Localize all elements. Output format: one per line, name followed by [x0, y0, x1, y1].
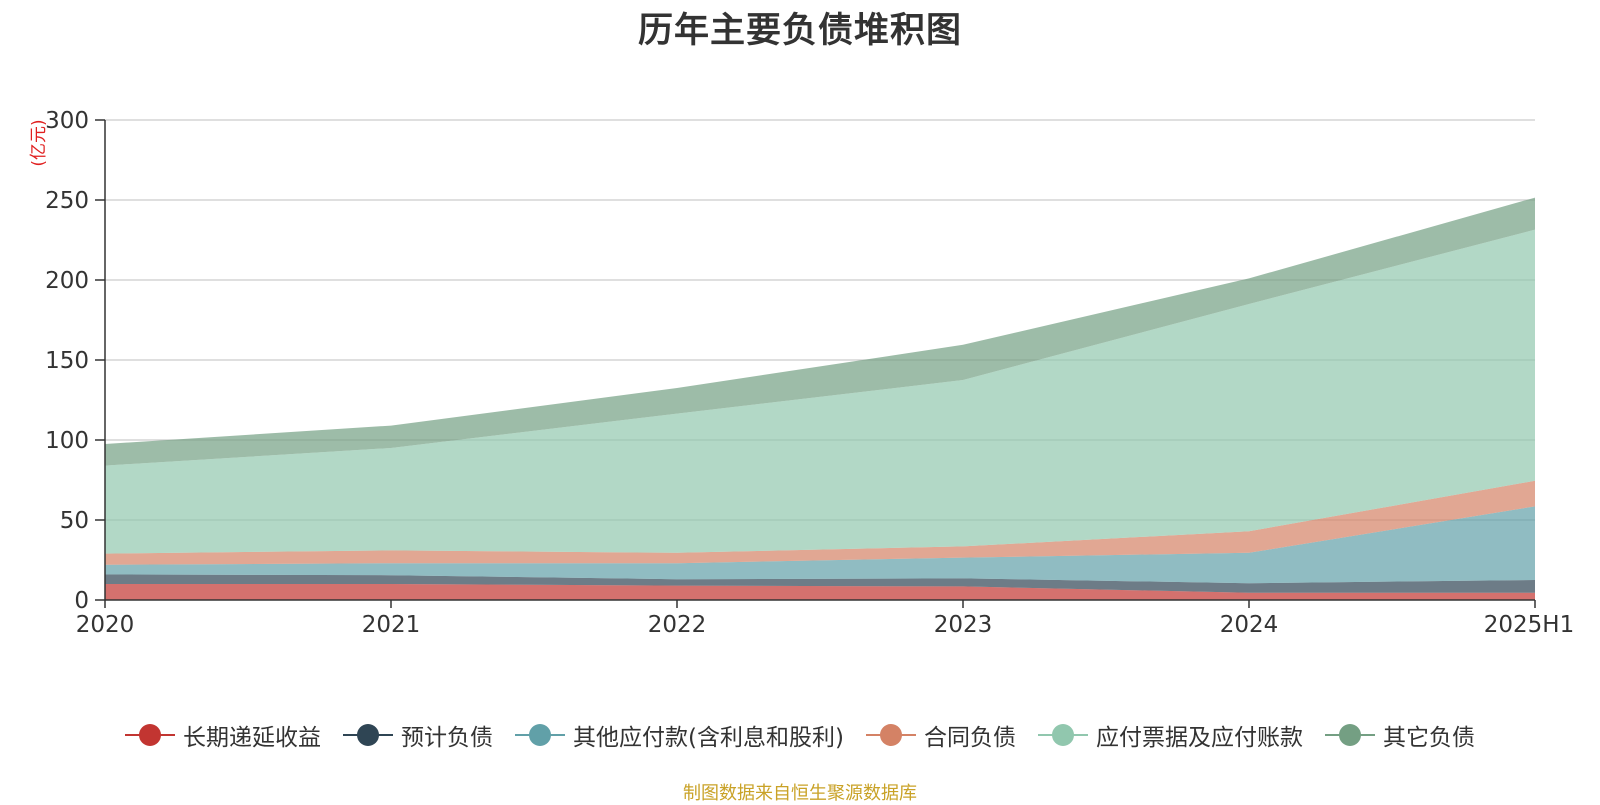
legend-marker-icon [343, 723, 394, 747]
legend-label: 预计负债 [401, 725, 494, 751]
legend-label: 其它负债 [1382, 725, 1475, 751]
legend-label: 长期递延收益 [183, 725, 322, 751]
legend-item-4[interactable]: 合同负债 [865, 718, 1016, 752]
legend-label: 其他应付款(含利息和股利) [573, 725, 844, 751]
legend: 长期递延收益 预计负债 其他应付款(含利息和股利) 合同负债 应付票据及应付账款 其它负债 [0, 718, 1600, 752]
y-tick-label: 50 [60, 508, 89, 534]
area-series [105, 197, 1535, 600]
legend-marker-icon [1324, 723, 1375, 747]
legend-marker-icon [125, 723, 176, 747]
legend-item-2[interactable]: 预计负债 [343, 718, 493, 752]
y-tick-label: 0 [74, 588, 89, 614]
area-series-1[interactable] [105, 584, 1535, 600]
y-tick-label: 250 [45, 188, 89, 214]
y-axis-unit-label: (亿元) [29, 119, 49, 166]
chart-title: 历年主要负债堆积图 [637, 11, 962, 51]
y-tick-label: 100 [45, 428, 89, 454]
legend-item-3[interactable]: 其他应付款(含利息和股利) [515, 718, 844, 752]
area-series-3[interactable] [105, 506, 1535, 584]
area-series-2[interactable] [105, 574, 1535, 593]
legend-marker-icon [515, 723, 566, 747]
legend-item-6[interactable]: 其它负债 [1324, 718, 1475, 752]
area-series-6[interactable] [105, 197, 1535, 466]
legend-marker-icon [1037, 723, 1088, 747]
y-tick-label: 150 [45, 348, 89, 374]
x-tick-label: 2023 [934, 612, 993, 638]
legend-item-5[interactable]: 应付票据及应付账款 [1037, 718, 1303, 752]
y-tick-label: 200 [45, 268, 89, 294]
legend-marker-icon [865, 723, 916, 747]
axes: 0 50 100 150 200 250 300 2020 2021 2022 2023 2024 20… [45, 108, 1574, 638]
x-tick-label: 2021 [362, 612, 421, 638]
legend-item-1[interactable]: 长期递延收益 [125, 718, 321, 752]
x-tick-label: 2024 [1220, 612, 1279, 638]
x-tick-label: 2025H1 [1484, 612, 1574, 638]
y-tick-label: 300 [45, 108, 89, 134]
data-source-note: 制图数据来自恒生聚源数据库 [683, 783, 917, 804]
legend-label: 合同负债 [923, 725, 1016, 751]
legend-label: 应付票据及应付账款 [1095, 725, 1303, 751]
area-series-5[interactable] [105, 229, 1535, 554]
x-tick-label: 2020 [76, 612, 135, 638]
area-series-4[interactable] [105, 480, 1535, 565]
x-tick-label: 2022 [648, 612, 707, 638]
